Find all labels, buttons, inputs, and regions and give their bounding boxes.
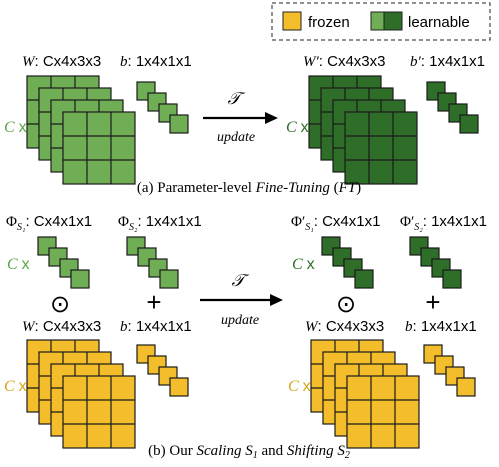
legend: frozen learnable xyxy=(271,2,491,41)
kernel-square xyxy=(344,111,418,185)
legend-frozen-label: frozen xyxy=(308,14,350,31)
panel-b-b-label: b: 1x4x1x1 xyxy=(120,318,192,335)
panel-b-phi-s2-vectors xyxy=(126,236,179,289)
vector-cell xyxy=(354,269,374,289)
panel-b-w-label: W: Cx4x3x3 xyxy=(22,318,101,335)
panel-a-transform-symbol: 𝒯 xyxy=(227,89,245,108)
learnable-swatch-dark xyxy=(383,11,403,31)
panel-b-phi-s1-vectors xyxy=(37,236,90,289)
panel-a-caption: (a) Parameter-level Fine-Tuning (FT) xyxy=(137,180,361,196)
panel-a-b-prime-vectors xyxy=(426,81,479,134)
panel-b-phi-prime-s1-label: Φ′S₁: Cx4x1x1 xyxy=(291,213,380,233)
kernel-square xyxy=(346,375,420,449)
kernel-layer xyxy=(346,375,420,449)
panel-b-w-filters xyxy=(26,339,136,449)
panel-b-w-right-label: W: Cx4x3x3 xyxy=(305,318,384,335)
panel-b-transform-symbol: 𝒯 xyxy=(231,271,249,290)
vector-cell xyxy=(169,114,189,134)
kernel-layer xyxy=(62,111,136,185)
vector-cell xyxy=(159,269,179,289)
vector-cell xyxy=(70,269,90,289)
panel-b-plus: + xyxy=(146,287,161,317)
panel-a-w-label: W: Cx4x3x3 xyxy=(22,53,101,70)
kernel-layer xyxy=(344,111,418,185)
panel-b-arrowhead xyxy=(270,294,283,306)
kernel-square xyxy=(62,375,136,449)
panel-b-b-vectors xyxy=(136,344,189,397)
panel-b-odot: ⊙ xyxy=(50,291,70,318)
panel-b-b-right-label: b: 1x4x1x1 xyxy=(405,318,477,335)
panel-b-w-right-filters xyxy=(310,339,420,449)
panel-a-b-prime-label: b′: 1x4x1x1 xyxy=(410,53,485,70)
panel-b-b-right-vectors xyxy=(423,344,476,397)
panel-a-arrowhead xyxy=(265,112,278,124)
vector-cell xyxy=(169,377,189,397)
panel-b-phi-s1-label: ΦS₁: Cx4x1x1 xyxy=(6,213,92,233)
vector-cell xyxy=(442,269,462,289)
panel-a-w-filters xyxy=(26,75,136,185)
panel-a-w-prime-label: W′: Cx4x3x3 xyxy=(303,53,385,70)
panel-b-plus-prime: + xyxy=(425,287,440,317)
panel-a-b-label: b: 1x4x1x1 xyxy=(120,53,192,70)
legend-learnable-label: learnable xyxy=(408,14,470,31)
frozen-swatch xyxy=(282,11,302,31)
panel-b-phi-prime-s2-label: Φ′S₂: 1x4x1x1 xyxy=(400,213,487,233)
panel-b-phi-prime-s2-vectors xyxy=(409,236,462,289)
vector-cell xyxy=(459,114,479,134)
kernel-square xyxy=(62,111,136,185)
panel-a-b-vectors xyxy=(136,81,189,134)
panel-b-phi-prime-s1-vectors xyxy=(321,236,374,289)
kernel-layer xyxy=(62,375,136,449)
panel-b-arrow-label: update xyxy=(221,313,259,328)
panel-a-w-prime-filters xyxy=(308,75,418,185)
panel-b-caption: (b) Our Scaling S1 and Shifting S2 xyxy=(148,443,350,461)
panel-b-phi-s2-label: ΦS₂: 1x4x1x1 xyxy=(118,213,202,233)
panel-a-arrow-label: update xyxy=(217,130,255,145)
vector-cell xyxy=(456,377,476,397)
panel-b-odot-prime: ⊙ xyxy=(336,291,356,318)
legend-border xyxy=(271,2,491,41)
